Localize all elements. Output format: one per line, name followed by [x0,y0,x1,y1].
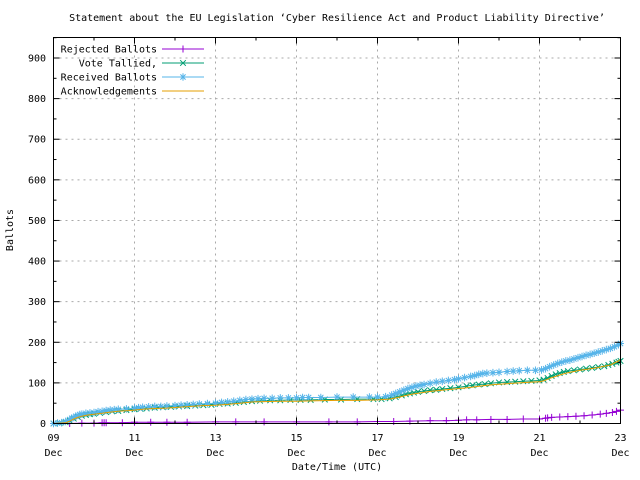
xtick-label-month: Dec [44,448,62,459]
legend-marker-received-ballots [179,73,187,81]
ytick-label-100: 100 [28,378,46,389]
series-received-ballots [50,339,624,428]
ytick-label-200: 200 [28,338,46,349]
ytick-label-900: 900 [28,54,46,65]
ytick-label-400: 400 [28,257,46,268]
xtick-label-month: Dec [368,448,386,459]
series-acknowledgements [53,358,621,424]
xtick-label-day: 15 [290,433,302,444]
ytick-label-500: 500 [28,216,46,227]
xtick-label-day: 17 [371,433,383,444]
legend-marker-vote-tallied [179,59,187,67]
ytick-label-600: 600 [28,175,46,186]
xtick-label-month: Dec [206,448,224,459]
xtick-label-day: 23 [614,433,626,444]
xtick-label-month: Dec [125,448,143,459]
xtick-label-month: Dec [287,448,305,459]
xtick-label-day: 21 [533,433,545,444]
ytick-label-300: 300 [28,297,46,308]
ytick-label-700: 700 [28,135,46,146]
legend-marker-rejected-ballots [179,45,187,53]
legend-label-acknowledgements: Acknowledgements [61,87,157,98]
ytick-label-0: 0 [40,419,46,430]
xtick-label-month: Dec [449,448,467,459]
xtick-label-day: 13 [209,433,221,444]
series-line-acknowledgements [53,358,621,424]
xtick-label-day: 11 [128,433,140,444]
legend-label-vote-tallied: Vote Tallied, [79,59,157,70]
xtick-label-day: 19 [452,433,464,444]
chart-title: Statement about the EU Legislation ‘Cybe… [69,13,605,24]
xtick-label-month: Dec [530,448,548,459]
xtick-label-day: 09 [47,433,59,444]
legend: Rejected Ballots Vote Tallied, Received Ba… [61,45,204,98]
legend-label-received-ballots: Received Ballots [61,73,157,84]
series-markers-received-ballots [50,339,624,428]
x-axis-title: Date/Time (UTC) [292,462,382,473]
data-series [50,339,624,428]
plot-border [53,37,621,424]
tick-labels: 0 100 200 300 400 500 600 700 800 900 09 Dec 11 Dec 13… [28,54,630,460]
xtick-label-month: Dec [611,448,629,459]
legend-label-rejected-ballots: Rejected Ballots [61,45,157,56]
ytick-label-800: 800 [28,94,46,105]
grid-lines [53,37,621,424]
y-axis-title: Ballots [5,209,16,251]
